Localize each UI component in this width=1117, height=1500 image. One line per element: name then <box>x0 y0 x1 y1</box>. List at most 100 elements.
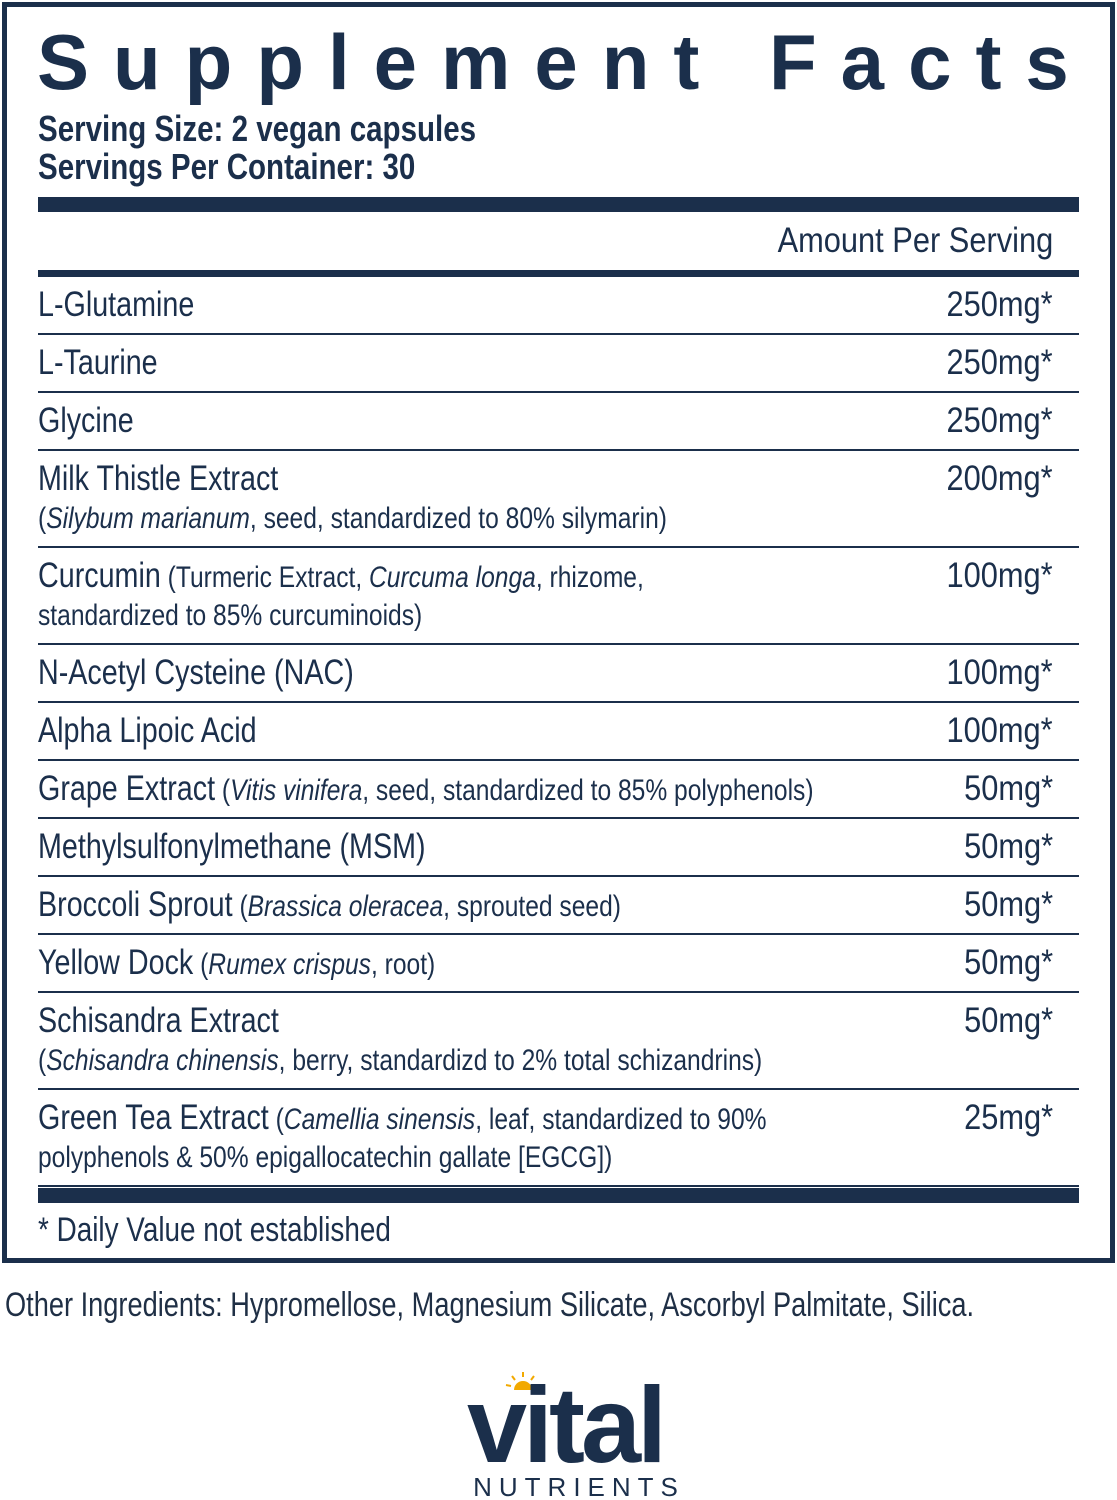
other-ingredients: Other Ingredients: Hypromellose, Magnesi… <box>5 1283 1117 1327</box>
amount: 100mg* <box>932 711 1053 751</box>
ingredient-line: polyphenols & 50% epigallocatechin galla… <box>38 1138 1079 1178</box>
ingredient-detail: , seed, standardized to 85% polyphenols) <box>362 774 814 807</box>
ingredient-row: Broccoli Sprout (Brassica oleracea, spro… <box>38 877 1079 935</box>
serving-size-text: Serving Size: 2 vegan capsules <box>38 108 477 149</box>
ray <box>530 1375 535 1381</box>
ingredient-name: Broccoli Sprout <box>38 885 233 924</box>
line-text: Broccoli Sprout (Brassica oleracea, spro… <box>38 885 621 932</box>
ray <box>534 1384 541 1387</box>
thick-rule <box>38 197 1079 212</box>
ingredient-detail: ( <box>38 502 47 535</box>
ingredient-line: standardized to 85% curcuminoids) <box>38 596 1079 636</box>
line-text: Methylsulfonylmethane (MSM) <box>38 827 426 874</box>
amount-text: 50mg* <box>963 885 1053 924</box>
ingredient-line: Curcumin (Turmeric Extract, Curcuma long… <box>38 556 1079 596</box>
ingredient-detail: , berry, standardizd to 2% total schizan… <box>278 1044 763 1077</box>
ingredient-line: Milk Thistle Extract <box>38 459 1079 499</box>
amount: 50mg* <box>952 827 1053 867</box>
ingredient-row: Curcumin (Turmeric Extract, Curcuma long… <box>38 548 1079 645</box>
ingredient-detail: polyphenols & 50% epigallocatechin galla… <box>38 1141 613 1174</box>
ingredient-name: Glycine <box>38 401 134 440</box>
ingredient-detail: ( <box>232 890 248 923</box>
ingredient-italic: Rumex crispus <box>208 948 371 981</box>
ingredient-line: (Silybum marianum, seed, standardized to… <box>38 499 1079 539</box>
amount-text: 100mg* <box>946 711 1053 750</box>
line-text: Alpha Lipoic Acid <box>38 711 257 758</box>
amount-header-text: Amount Per Serving <box>777 221 1053 260</box>
ingredient-italic: Curcuma longa <box>369 561 536 594</box>
amount-text: 50mg* <box>963 943 1053 982</box>
ingredient-row: Alpha Lipoic Acid 100mg* <box>38 703 1079 761</box>
ingredient-name: Yellow Dock <box>38 943 194 982</box>
ingredient-detail: ( <box>215 774 231 807</box>
amount: 50mg* <box>952 769 1053 809</box>
amount: 50mg* <box>952 885 1053 925</box>
ingredient-row: L-Glutamine 250mg* <box>38 277 1079 335</box>
ingredient-detail: , seed, standardized to 80% silymarin) <box>249 502 667 535</box>
ingredient-line: L-Glutamine <box>38 285 1079 325</box>
line-text: Glycine <box>38 401 134 448</box>
serving-size: Serving Size: 2 vegan capsules <box>38 109 572 149</box>
brand-name: vital <box>467 1370 663 1485</box>
ingredient-name: L-Taurine <box>38 343 158 382</box>
brand-tagline: NUTRIENTS <box>473 1472 685 1500</box>
amount: 100mg* <box>932 556 1053 596</box>
footnote: * Daily Value not established <box>38 1208 468 1252</box>
ingredient-name: Grape Extract <box>38 769 216 808</box>
line-text: Curcumin (Turmeric Extract, Curcuma long… <box>38 556 644 603</box>
ingredient-italic: Camellia sinensis <box>283 1103 476 1136</box>
ingredient-row: Glycine 250mg* <box>38 393 1079 451</box>
amount: 100mg* <box>932 653 1053 693</box>
ingredient-name: Milk Thistle Extract <box>38 459 279 498</box>
line-text: Green Tea Extract (Camellia sinensis, le… <box>38 1098 767 1145</box>
ingredient-line: N-Acetyl Cysteine (NAC) <box>38 653 1079 693</box>
ingredient-italic: Brassica oleracea <box>247 890 444 923</box>
ingredient-detail: ( <box>38 1044 47 1077</box>
amount: 50mg* <box>952 1001 1053 1041</box>
medium-rule <box>38 270 1079 277</box>
ingredient-row: Schisandra Extract (Schisandra chinensis,… <box>38 993 1079 1090</box>
amount-header: Amount Per Serving <box>740 219 1053 263</box>
amount: 50mg* <box>952 943 1053 983</box>
line-text: Schisandra Extract <box>38 1001 279 1048</box>
ingredient-row: Grape Extract (Vitis vinifera, seed, sta… <box>38 761 1079 819</box>
line-text: polyphenols & 50% epigallocatechin galla… <box>38 1138 612 1183</box>
ingredient-detail: (Turmeric Extract, <box>160 561 370 594</box>
ingredient-italic: Schisandra chinensis <box>46 1044 279 1077</box>
ingredient-line: Glycine <box>38 401 1079 441</box>
amount: 250mg* <box>932 285 1053 325</box>
amount: 200mg* <box>932 459 1053 499</box>
amount-text: 250mg* <box>946 343 1053 382</box>
ingredient-line: Broccoli Sprout (Brassica oleracea, spro… <box>38 885 1079 925</box>
ingredient-detail: , root) <box>370 948 436 981</box>
ingredient-row: N-Acetyl Cysteine (NAC) 100mg* <box>38 645 1079 703</box>
amount-text: 100mg* <box>946 556 1053 595</box>
brand-logo: vital NUTRIENTS <box>467 1370 685 1500</box>
ingredient-name: Methylsulfonylmethane (MSM) <box>38 827 426 866</box>
amount-text: 25mg* <box>963 1098 1053 1137</box>
line-text: Yellow Dock (Rumex crispus, root) <box>38 943 435 990</box>
ingredient-line: Yellow Dock (Rumex crispus, root) <box>38 943 1079 983</box>
ingredient-detail: , leaf, standardized to 90% <box>475 1103 767 1136</box>
servings-per-container: Servings Per Container: 30 <box>38 147 498 187</box>
ingredient-line: Alpha Lipoic Acid <box>38 711 1079 751</box>
amount-text: 250mg* <box>946 285 1053 324</box>
other-ingredients-text: Other Ingredients: Hypromellose, Magnesi… <box>5 1286 975 1324</box>
ingredient-line: (Schisandra chinensis, berry, standardiz… <box>38 1041 1079 1081</box>
ray <box>511 1375 516 1381</box>
amount: 25mg* <box>952 1098 1053 1138</box>
ingredient-line: Green Tea Extract (Camellia sinensis, le… <box>38 1098 1079 1138</box>
line-text: N-Acetyl Cysteine (NAC) <box>38 653 354 700</box>
amount-text: 100mg* <box>946 653 1053 692</box>
ingredient-line: Methylsulfonylmethane (MSM) <box>38 827 1079 867</box>
title: Supplement Facts <box>37 18 1093 106</box>
ingredient-name: Schisandra Extract <box>38 1001 279 1040</box>
ray <box>505 1384 512 1387</box>
sun <box>514 1381 532 1390</box>
amount-text: 200mg* <box>946 459 1053 498</box>
supplement-facts-panel: Supplement Facts Serving Size: 2 vegan c… <box>2 2 1115 1263</box>
line-text: L-Taurine <box>38 343 158 390</box>
line-text: standardized to 85% curcuminoids) <box>38 596 422 641</box>
ingredient-name: N-Acetyl Cysteine (NAC) <box>38 653 354 692</box>
line-text: (Schisandra chinensis, berry, standardiz… <box>38 1041 762 1086</box>
